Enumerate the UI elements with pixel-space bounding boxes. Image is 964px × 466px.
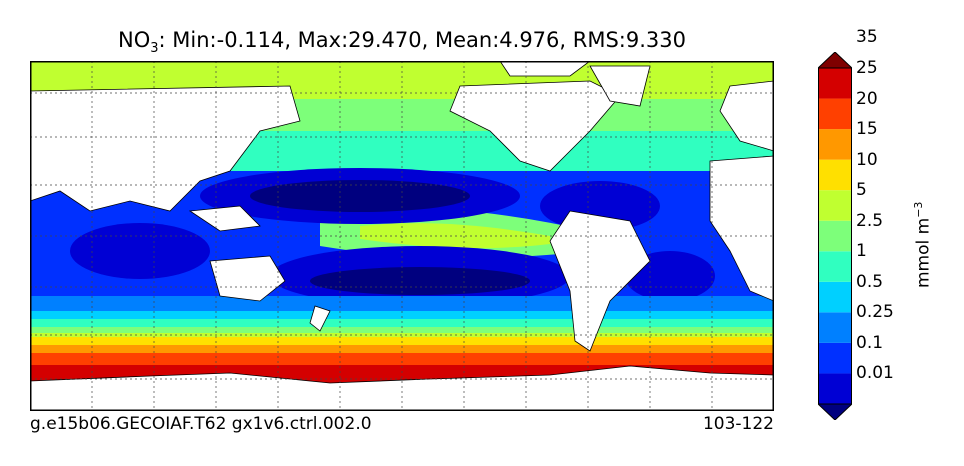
colorbar-tick-label: 0.25 [856, 302, 894, 323]
land-europe [719, 80, 774, 152]
colorbar-tick-label: 2.5 [856, 210, 884, 231]
land-australia [209, 255, 286, 302]
ocean-nitrate-map [30, 61, 774, 411]
land-africa [709, 155, 774, 302]
title-subscript: 3 [150, 41, 159, 57]
south-band-orange [30, 345, 774, 355]
unit-base: mmol m [913, 217, 934, 288]
plot-title: NO3: Min:-0.114, Max:29.470, Mean:4.976,… [30, 28, 774, 56]
colorbar-tick-label: 20 [856, 88, 878, 109]
colorbar-segment [818, 98, 852, 130]
colorbar-tick-label: 0.01 [856, 363, 894, 384]
colorbar-segment [818, 129, 852, 160]
colorbar-segment [818, 373, 852, 404]
colorbar-tick-label: 1 [856, 241, 867, 262]
north-pacific-gyre-core [250, 180, 470, 212]
land-arctic-islands [499, 61, 591, 77]
colorbar-tick-label: 0.1 [856, 332, 884, 353]
south-band-red-orange [30, 353, 774, 367]
year-range-label: 103-122 [702, 414, 774, 434]
case-name-label: g.e15b06.GECOIAF.T62 gx1v6.ctrl.002.0 [30, 414, 372, 434]
land-maritime-continent [188, 205, 261, 232]
colorbar-segment [818, 342, 852, 374]
land-greenland [589, 65, 651, 107]
colorbar-tick-label: 15 [856, 119, 878, 140]
colorbar-segment [818, 281, 852, 313]
colorbar-tick-label: 0.5 [856, 271, 884, 292]
colorbar-segment [818, 190, 852, 221]
land-south-america [549, 210, 651, 352]
colorbar-segment [818, 68, 852, 99]
indian-ocean-gyre [70, 223, 210, 279]
colorbar-tick-label: 25 [856, 58, 878, 78]
south-pacific-gyre-core [310, 267, 530, 295]
colorbar-segment [818, 220, 852, 252]
colorbar-extend-max [818, 52, 852, 69]
land-asia [30, 85, 301, 212]
colorbar-segment [818, 251, 852, 282]
title-stats: : Min:-0.114, Max:29.470, Mean:4.976, RM… [158, 28, 686, 52]
colorbar-tick-label: 10 [856, 149, 878, 170]
colorbar-segment [818, 159, 852, 191]
colorbar-segment [818, 312, 852, 343]
colorbar-unit-label: mmol m−3 [912, 202, 934, 288]
colorbar-extend-min [818, 403, 852, 420]
colorbar-tick-label: 5 [856, 180, 867, 201]
colorbar [818, 52, 852, 420]
title-variable: NO [118, 28, 151, 52]
unit-exponent: −3 [912, 201, 925, 218]
land-new-zealand [309, 305, 331, 332]
colorbar-tick-label: 35 [856, 27, 878, 48]
